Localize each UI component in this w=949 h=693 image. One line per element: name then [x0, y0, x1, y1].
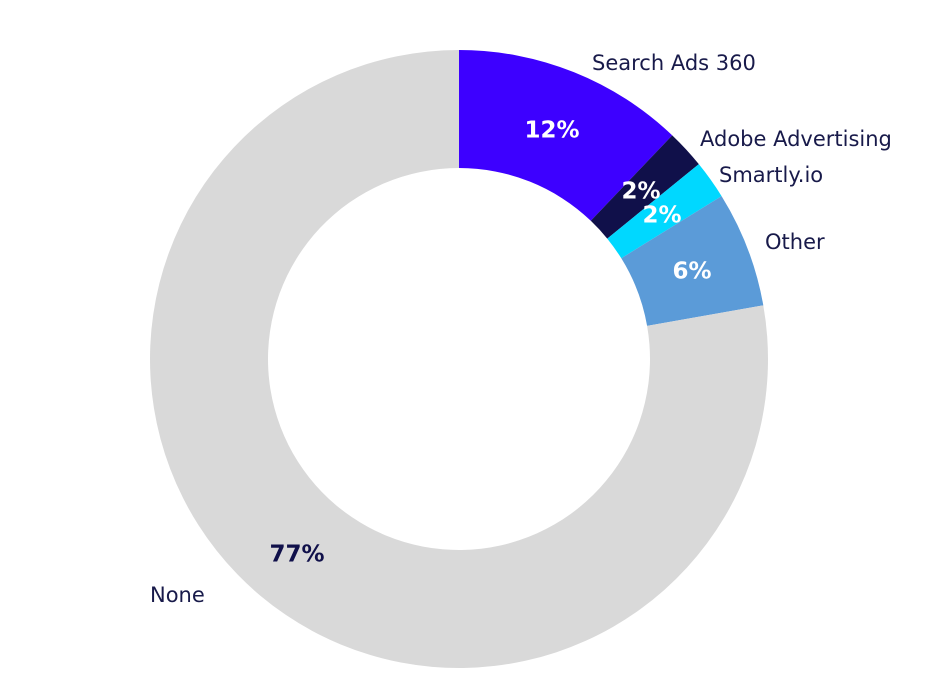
slices-layer: [150, 50, 768, 668]
value-label-none: 77%: [269, 542, 324, 568]
category-label-search-ads-360: Search Ads 360: [592, 51, 756, 75]
category-label-adobe-advertising: Adobe Advertising: [700, 127, 892, 151]
category-labels-layer: Search Ads 360 Adobe Advertising Smartly.i…: [150, 51, 892, 607]
slice-adobe-advertising: [590, 135, 699, 239]
value-label-other: 6%: [672, 259, 711, 285]
category-label-smartly-io: Smartly.io: [719, 163, 823, 187]
slice-none: [150, 50, 768, 668]
category-label-none: None: [150, 583, 205, 607]
value-label-search-ads-360: 12%: [524, 118, 579, 144]
value-labels-layer: 12% 2%2% 6% 77%: [269, 118, 711, 568]
value-label-adobe-advertising: 2%: [621, 179, 660, 205]
slice-other: [621, 196, 764, 326]
category-label-other: Other: [765, 230, 825, 254]
slice-search-ads-360: [459, 50, 673, 221]
slice-smartly-io: [607, 164, 722, 259]
value-label-smartly-io: 2%: [642, 203, 681, 229]
